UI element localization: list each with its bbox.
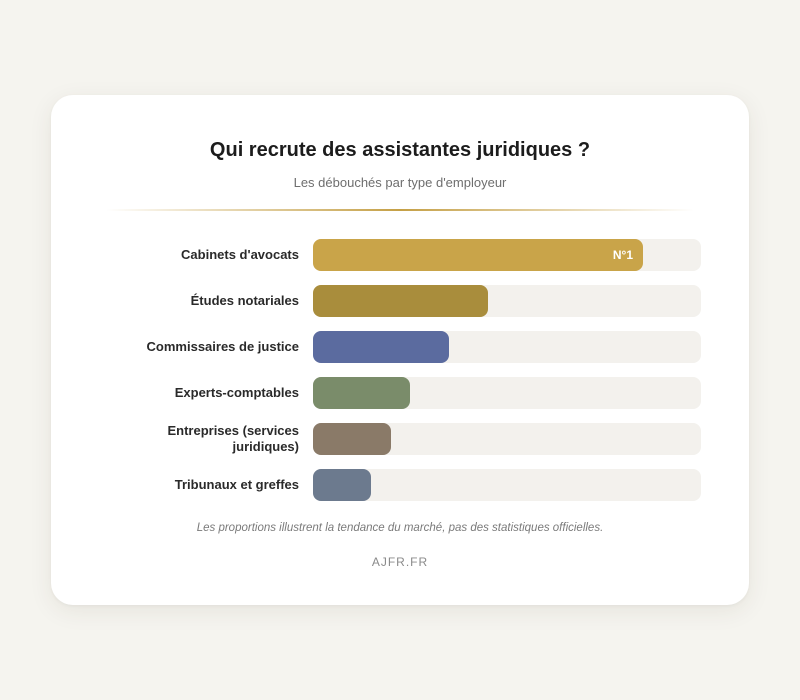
category-label: Entreprises (services juridiques) [167,423,299,454]
bar-track [313,331,701,363]
chart-subtitle: Les débouchés par type d'employeur [293,175,507,190]
bar: N°1 [313,239,643,271]
brand-label: AJFR.FR [371,555,429,569]
footnote: Les proportions illustrent la tendance d… [196,522,604,534]
category-label: Tribunaux et greffes [174,477,299,492]
category-label: Études notariales [190,293,299,308]
chart-title: Qui recrute des assistantes juridiques ? [209,139,591,161]
bar [313,285,488,317]
bar [313,331,449,363]
bar-track [313,469,701,501]
bar-track [313,377,701,409]
bar [313,377,410,409]
chart-card: Qui recrute des assistantes juridiques ?… [51,95,749,605]
bar-row: Entreprises (services juridiques) [51,423,749,455]
bar-row: Commissaires de justice [51,331,749,363]
category-label: Commissaires de justice [146,339,299,354]
rank-badge: N°1 [612,248,633,262]
bar [313,423,391,455]
bar [313,469,371,501]
bar-track [313,423,701,455]
category-label: Experts-comptables [174,385,299,400]
bar-track: N°1 [313,239,701,271]
bar-row: Cabinets d'avocats N°1 [51,239,749,271]
category-label: Cabinets d'avocats [181,247,299,262]
bar-row: Études notariales [51,285,749,317]
bar-row: Tribunaux et greffes [51,469,749,501]
title-divider [106,209,694,211]
bar-row: Experts-comptables [51,377,749,409]
bar-track [313,285,701,317]
